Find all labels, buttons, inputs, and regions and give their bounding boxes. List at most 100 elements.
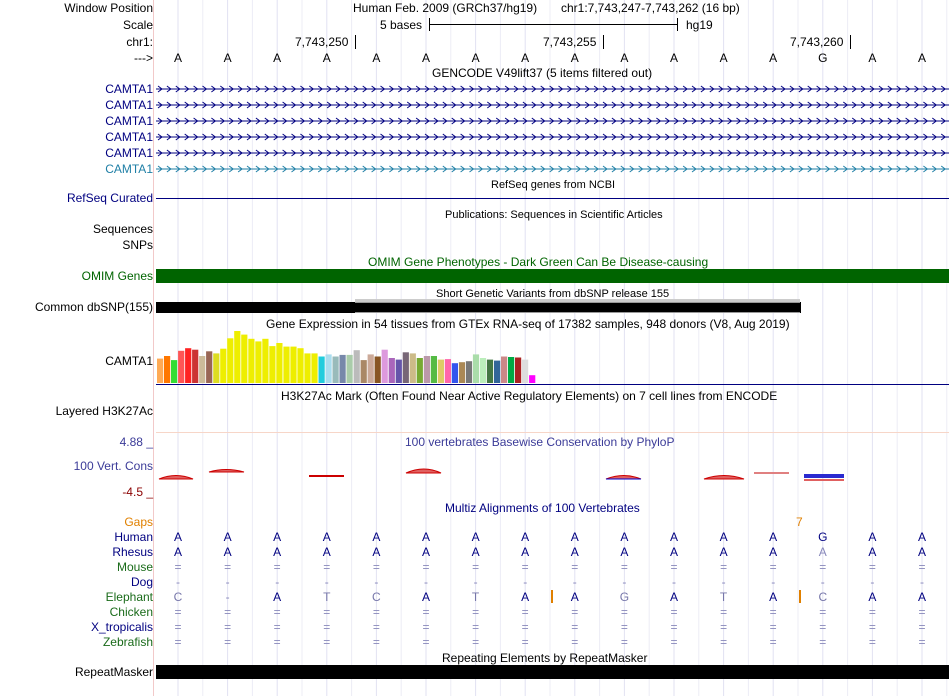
gtex-tissue-bar[interactable] xyxy=(360,360,367,383)
gtex-tissue-bar[interactable] xyxy=(304,353,311,383)
gtex-tissue-bar[interactable] xyxy=(374,356,381,384)
gencode-transcript[interactable] xyxy=(156,116,949,126)
gtex-tissue-bar[interactable] xyxy=(164,356,171,383)
gtex-tissue-bar[interactable] xyxy=(367,354,374,383)
gtex-tissue-bar[interactable] xyxy=(269,346,276,383)
species-label[interactable]: X_tropicalis xyxy=(90,620,153,634)
gtex-tissue-bar[interactable] xyxy=(402,352,409,383)
gtex-tissue-bar[interactable] xyxy=(381,349,388,383)
gtex-tissue-bar[interactable] xyxy=(318,356,325,384)
gencode-title[interactable]: GENCODE V49lift37 (5 items filtered out) xyxy=(432,66,653,80)
gtex-tissue-bar[interactable] xyxy=(262,338,269,383)
gtex-tissue-bar[interactable] xyxy=(444,359,451,383)
snps-label[interactable]: SNPs xyxy=(122,238,153,252)
gencode-transcript-label[interactable]: CAMTA1 xyxy=(105,114,153,128)
gencode-transcript-label[interactable]: CAMTA1 xyxy=(105,82,153,96)
gtex-tissue-bar[interactable] xyxy=(346,354,353,383)
gtex-tissue-bar[interactable] xyxy=(227,338,234,383)
species-label[interactable]: Chicken xyxy=(109,605,153,619)
omim-label[interactable]: OMIM Genes xyxy=(81,269,153,283)
gap-marker[interactable]: 7 xyxy=(796,515,803,529)
gtex-tissue-bar[interactable] xyxy=(255,341,262,383)
species-label[interactable]: Mouse xyxy=(116,560,153,574)
gtex-tissue-bar[interactable] xyxy=(178,350,185,383)
h3k27ac-label[interactable]: Layered H3K27Ac xyxy=(55,404,153,418)
gencode-transcript[interactable] xyxy=(156,100,949,110)
gtex-tissue-bar[interactable] xyxy=(339,354,346,383)
gtex-tissue-bar[interactable] xyxy=(332,356,339,384)
gtex-tissue-bar[interactable] xyxy=(276,343,283,383)
gencode-transcript-label[interactable]: CAMTA1 xyxy=(105,146,153,160)
publications-title[interactable]: Publications: Sequences in Scientific Ar… xyxy=(445,209,663,221)
h3k27ac-title[interactable]: H3K27Ac Mark (Often Found Near Active Re… xyxy=(281,389,778,403)
multiz-title[interactable]: Multiz Alignments of 100 Vertebrates xyxy=(445,501,640,515)
gencode-transcript[interactable] xyxy=(156,164,949,174)
gtex-tissue-bar[interactable] xyxy=(423,356,430,383)
gtex-tissue-bar[interactable] xyxy=(290,346,297,383)
gtex-tissue-bar[interactable] xyxy=(297,348,304,383)
gtex-tissue-bar[interactable] xyxy=(529,375,536,383)
gtex-tissue-bar[interactable] xyxy=(508,357,515,383)
phylop-title[interactable]: 100 vertebrates Basewise Conservation by… xyxy=(405,435,675,449)
gtex-tissue-bar[interactable] xyxy=(157,358,164,383)
omim-bar[interactable] xyxy=(156,269,949,283)
gtex-tissue-bar[interactable] xyxy=(234,331,241,383)
gtex-tissue-bar[interactable] xyxy=(192,349,199,383)
species-label[interactable]: Dog xyxy=(130,575,153,589)
gtex-tissue-bar[interactable] xyxy=(451,363,458,383)
repeatmasker-label[interactable]: RepeatMasker xyxy=(74,665,153,679)
gtex-tissue-bar[interactable] xyxy=(213,353,220,383)
gtex-tissue-bar[interactable] xyxy=(199,356,206,383)
gtex-tissue-bar[interactable] xyxy=(486,359,494,383)
gtex-tissue-bar[interactable] xyxy=(311,353,318,383)
gtex-tissue-bar[interactable] xyxy=(185,348,192,383)
gtex-tissue-bar[interactable] xyxy=(416,358,423,383)
gtex-tissue-bar[interactable] xyxy=(465,361,473,383)
dbsnp-variant[interactable] xyxy=(355,302,800,313)
gaps-label[interactable]: Gaps xyxy=(124,515,153,529)
species-label[interactable]: Rhesus xyxy=(112,545,153,559)
gtex-tissue-bar[interactable] xyxy=(395,359,402,383)
refseq-label[interactable]: RefSeq Curated xyxy=(66,191,153,205)
gtex-tissue-bar[interactable] xyxy=(353,350,360,383)
gtex-title[interactable]: Gene Expression in 54 tissues from GTEx … xyxy=(266,317,790,331)
gencode-transcript-label[interactable]: CAMTA1 xyxy=(105,162,153,176)
gtex-tissue-bar[interactable] xyxy=(501,356,508,384)
species-label[interactable]: Zebrafish xyxy=(102,635,153,649)
gtex-tissue-bar[interactable] xyxy=(522,359,529,383)
gtex-tissue-bar[interactable] xyxy=(479,358,487,383)
gtex-tissue-bar[interactable] xyxy=(388,358,395,383)
sequences-label[interactable]: Sequences xyxy=(92,222,153,236)
gtex-tissue-bar[interactable] xyxy=(206,351,213,383)
repeatmasker-bar[interactable] xyxy=(156,665,949,679)
gtex-tissue-bar[interactable] xyxy=(283,346,290,383)
gencode-transcript[interactable] xyxy=(156,132,949,142)
gtex-tissue-bar[interactable] xyxy=(220,348,227,383)
dbsnp-label[interactable]: Common dbSNP(155) xyxy=(34,300,153,314)
species-label[interactable]: Human xyxy=(114,530,153,544)
gencode-transcript-label[interactable]: CAMTA1 xyxy=(105,98,153,112)
gtex-tissue-bar[interactable] xyxy=(494,360,501,383)
gtex-tissue-bar[interactable] xyxy=(430,356,437,383)
dbsnp-title[interactable]: Short Genetic Variants from dbSNP releas… xyxy=(436,288,670,300)
gencode-transcript[interactable] xyxy=(156,148,949,158)
gtex-tissue-bar[interactable] xyxy=(472,354,480,383)
phylop-label[interactable]: 100 Vert. Cons xyxy=(73,459,153,473)
gtex-tissue-bar[interactable] xyxy=(458,362,466,383)
gtex-expression-chart[interactable] xyxy=(156,331,536,384)
gtex-tissue-bar[interactable] xyxy=(248,338,255,383)
refseq-title[interactable]: RefSeq genes from NCBI xyxy=(491,179,616,191)
gtex-tissue-bar[interactable] xyxy=(515,357,522,384)
gtex-gene-label[interactable]: CAMTA1 xyxy=(105,354,153,368)
gtex-tissue-bar[interactable] xyxy=(409,353,416,383)
gtex-tissue-bar[interactable] xyxy=(325,354,332,383)
gtex-tissue-bar[interactable] xyxy=(241,334,248,383)
gtex-tissue-bar[interactable] xyxy=(437,359,444,383)
gencode-transcript[interactable] xyxy=(156,84,949,94)
omim-title[interactable]: OMIM Gene Phenotypes - Dark Green Can Be… xyxy=(368,255,709,269)
phylop-plot[interactable] xyxy=(156,462,949,486)
gencode-transcript-label[interactable]: CAMTA1 xyxy=(105,130,153,144)
repeatmasker-title[interactable]: Repeating Elements by RepeatMasker xyxy=(442,651,648,665)
gtex-tissue-bar[interactable] xyxy=(171,360,178,383)
species-label[interactable]: Elephant xyxy=(105,590,153,604)
